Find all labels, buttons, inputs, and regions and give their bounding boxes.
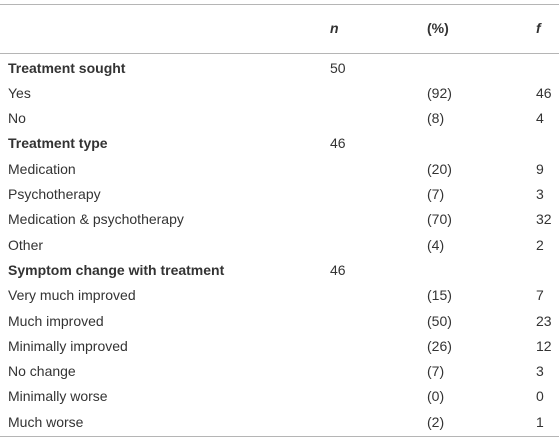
bottom-rule [0,436,559,437]
section-title: Treatment sought [8,59,126,76]
column-header: (%) [427,20,449,36]
row-label: Much improved [8,312,104,329]
row-percent: (92) [427,84,452,101]
row-frequency: 1 [536,413,544,430]
section-title: Symptom change with treatment [8,261,225,278]
row-label: No change [8,363,76,380]
row-percent: (70) [427,211,452,228]
row-frequency: 32 [536,211,552,228]
row-label: Minimally improved [8,337,128,354]
row-percent: (50) [427,312,452,329]
row-percent: (4) [427,236,445,253]
section-n: 46 [330,261,346,278]
row-percent: (2) [427,413,445,430]
row-label: Minimally worse [8,388,108,405]
row-label: Medication [8,160,76,177]
header-rule [0,53,559,54]
row-label: No [8,110,26,127]
row-percent: (26) [427,337,452,354]
row-frequency: 23 [536,312,552,329]
section-n: 50 [330,59,346,76]
row-label: Medication & psychotherapy [8,211,184,228]
row-frequency: 0 [536,388,544,405]
row-frequency: 12 [536,337,552,354]
row-label: Much worse [8,413,84,430]
row-percent: (15) [427,287,452,304]
section-n: 46 [330,135,346,152]
row-frequency: 9 [536,160,544,177]
row-percent: (0) [427,388,445,405]
row-label: Other [8,236,44,253]
top-rule [0,4,559,5]
row-label: Psychotherapy [8,186,101,202]
row-label: Yes [8,84,31,101]
row-label: Very much improved [8,287,136,304]
section-title: Treatment type [8,135,108,152]
column-header: f [536,20,541,36]
row-frequency: 7 [536,287,544,304]
row-percent: (20) [427,160,452,177]
row-frequency: 2 [536,236,544,253]
row-frequency: 3 [536,186,544,202]
row-percent: (7) [427,186,445,202]
row-percent: (8) [427,110,445,127]
row-frequency: 46 [536,84,552,101]
row-frequency: 3 [536,363,544,380]
row-percent: (7) [427,363,445,380]
row-frequency: 4 [536,110,544,127]
column-header: n [330,20,339,36]
